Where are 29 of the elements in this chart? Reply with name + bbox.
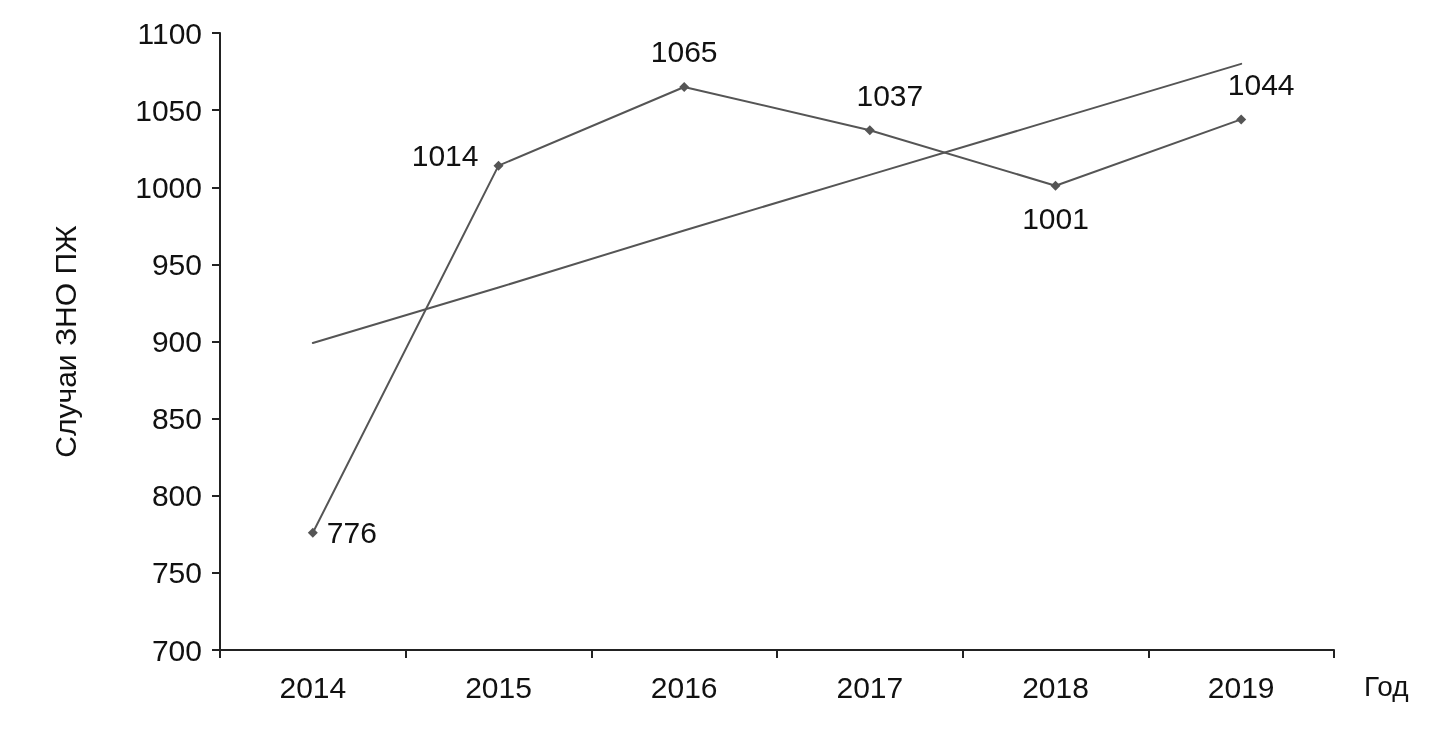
y-tick-label: 750 bbox=[151, 556, 202, 590]
y-tick-label: 800 bbox=[151, 479, 202, 513]
x-tick-label: 2019 bbox=[1207, 670, 1275, 704]
y-axis-title: Случаи ЗНО ПЖ bbox=[48, 225, 82, 458]
y-tick-label: 850 bbox=[151, 402, 202, 436]
data-label: 1044 bbox=[1227, 67, 1295, 101]
x-tick-label: 2016 bbox=[650, 670, 718, 704]
y-tick-label: 1000 bbox=[135, 170, 202, 204]
point bbox=[307, 527, 318, 538]
x-axis-title: Год bbox=[1364, 670, 1409, 702]
y-tick-label: 1050 bbox=[135, 93, 202, 127]
data-label: 1014 bbox=[411, 139, 479, 173]
x-tick-label: 2018 bbox=[1022, 670, 1089, 704]
data-label: 1065 bbox=[650, 35, 718, 69]
y-tick-label: 950 bbox=[151, 247, 202, 281]
x-tick-label: 2014 bbox=[279, 670, 347, 704]
x-tick-label: 2017 bbox=[836, 670, 904, 704]
point bbox=[679, 81, 690, 92]
point bbox=[493, 160, 504, 171]
data-label: 1037 bbox=[856, 78, 924, 112]
point bbox=[1050, 180, 1061, 191]
point bbox=[1236, 114, 1247, 125]
data-label: 776 bbox=[326, 516, 377, 550]
y-tick-label: 900 bbox=[151, 325, 202, 358]
y-tick-label: 1100 bbox=[137, 16, 202, 50]
y-tick-label: 700 bbox=[151, 633, 202, 667]
data-label: 1001 bbox=[1022, 202, 1089, 236]
point bbox=[864, 125, 875, 136]
x-tick-label: 2015 bbox=[465, 670, 532, 704]
